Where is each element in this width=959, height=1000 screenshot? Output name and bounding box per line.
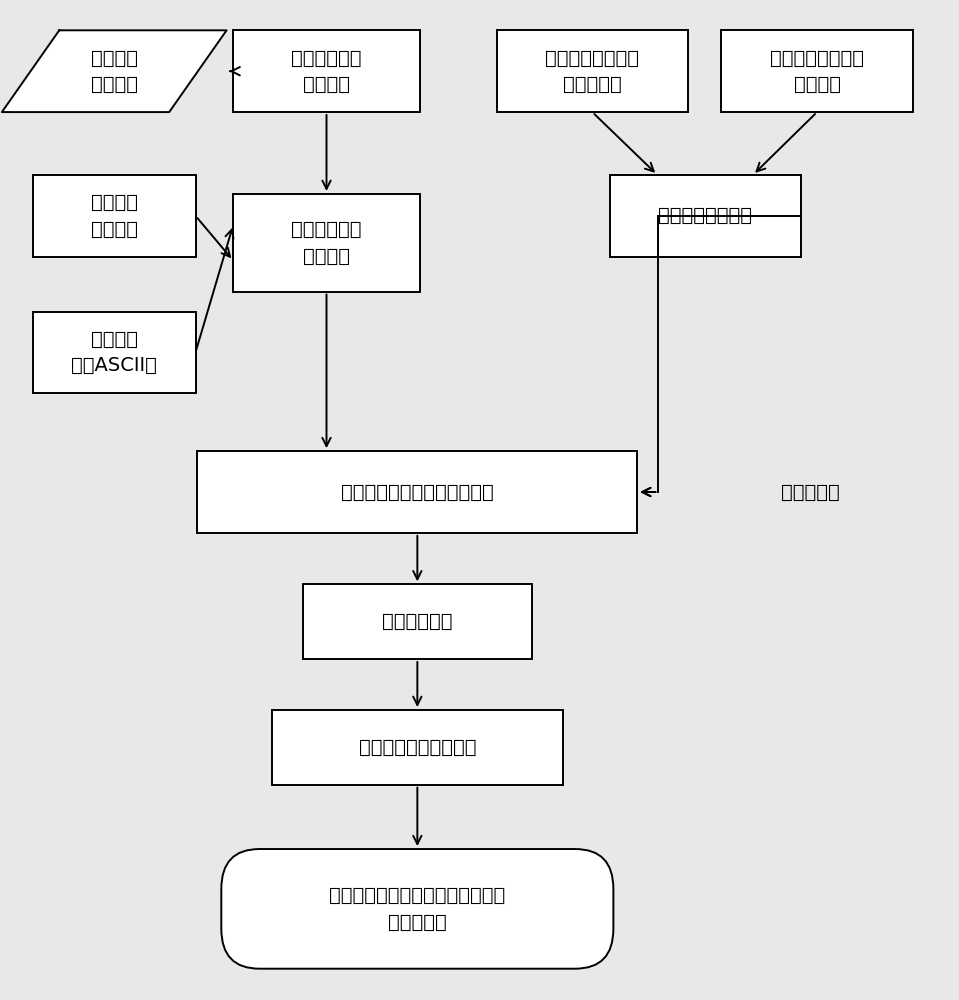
Text: 遥感影像
分类信息: 遥感影像 分类信息 [91,48,138,94]
FancyBboxPatch shape [198,451,638,533]
FancyBboxPatch shape [271,710,563,785]
FancyBboxPatch shape [33,312,196,393]
FancyBboxPatch shape [610,175,801,257]
FancyBboxPatch shape [33,175,196,257]
FancyBboxPatch shape [222,849,614,969]
Text: 土地利用变化元胞自动机模拟: 土地利用变化元胞自动机模拟 [341,483,494,502]
Text: 探测土地利用变化元胞自动机模拟
尺度敏感性: 探测土地利用变化元胞自动机模拟 尺度敏感性 [329,886,505,932]
Text: 土地利用信息
数据整合: 土地利用信息 数据整合 [292,220,362,265]
Text: 栅格影像
分类赋值: 栅格影像 分类赋值 [91,193,138,239]
FancyBboxPatch shape [721,30,913,112]
FancyBboxPatch shape [497,30,688,112]
Text: 土地利用信息
数据提取: 土地利用信息 数据提取 [292,48,362,94]
Text: 敏感性测试: 敏感性测试 [781,483,839,502]
FancyBboxPatch shape [303,584,532,659]
Text: 编制正交试验方案: 编制正交试验方案 [658,206,752,225]
FancyBboxPatch shape [233,30,420,112]
Polygon shape [2,30,226,112]
Text: 选择正交表并进行
表头设计: 选择正交表并进行 表头设计 [770,48,864,94]
Text: 计算模拟精度: 计算模拟精度 [382,612,453,631]
FancyBboxPatch shape [233,194,420,292]
Text: 确定正交试验设计
因素及水平: 确定正交试验设计 因素及水平 [546,48,640,94]
Text: 栅格影像
转换ASCII码: 栅格影像 转换ASCII码 [71,330,157,375]
Text: 正交试验设计结果分析: 正交试验设计结果分析 [359,738,476,757]
